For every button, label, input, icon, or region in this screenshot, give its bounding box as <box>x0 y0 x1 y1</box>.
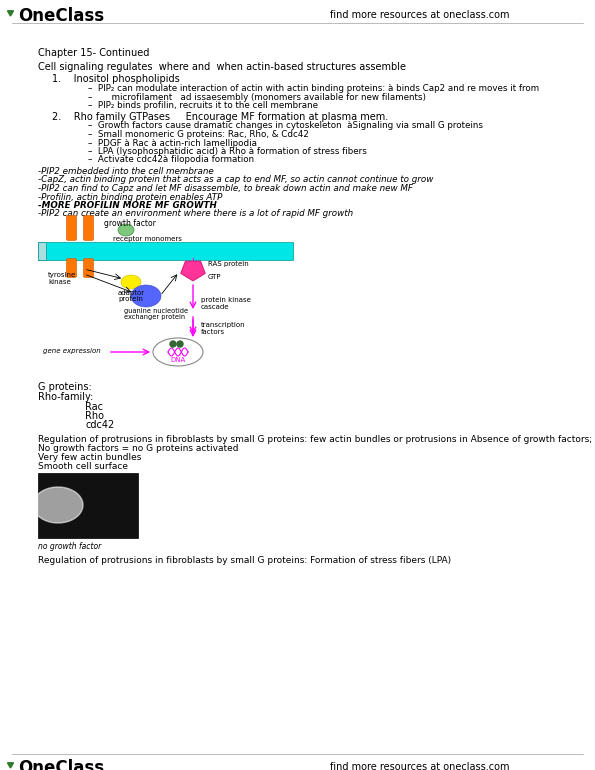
Circle shape <box>170 341 176 347</box>
Text: -PIP2 can create an environment where there is a lot of rapid MF growth: -PIP2 can create an environment where th… <box>38 209 353 219</box>
Text: Regulation of protrusions in fibroblasts by small G proteins: Formation of stres: Regulation of protrusions in fibroblasts… <box>38 556 451 565</box>
Text: -Profilin, actin binding protein enables ATP: -Profilin, actin binding protein enables… <box>38 192 223 202</box>
Bar <box>38 473 138 538</box>
FancyBboxPatch shape <box>67 259 77 277</box>
Text: Cell signaling regulates  where and  when actin-based structures assemble: Cell signaling regulates where and when … <box>38 62 406 72</box>
Ellipse shape <box>131 285 161 307</box>
Text: protein kinase: protein kinase <box>201 297 251 303</box>
Polygon shape <box>181 261 205 281</box>
Ellipse shape <box>118 224 134 236</box>
Text: –  Small monomeric G proteins: Rac, Rho, & Cdc42: – Small monomeric G proteins: Rac, Rho, … <box>88 130 309 139</box>
Text: exchanger protein: exchanger protein <box>124 314 185 320</box>
Text: tyrosine: tyrosine <box>48 272 76 278</box>
Text: DNA: DNA <box>170 357 185 363</box>
Text: Rac: Rac <box>85 402 103 412</box>
Polygon shape <box>33 487 83 523</box>
Text: Rho-family:: Rho-family: <box>38 392 93 402</box>
Text: adaptor: adaptor <box>118 290 145 296</box>
Text: cdc42: cdc42 <box>85 420 114 430</box>
FancyBboxPatch shape <box>67 216 77 240</box>
Text: transcription: transcription <box>201 322 246 328</box>
Text: guanine nucleotide: guanine nucleotide <box>124 308 188 314</box>
Text: -PIP2 can find to Capz and let MF disassemble, to break down actin and make new : -PIP2 can find to Capz and let MF disass… <box>38 184 413 193</box>
Text: 2.    Rho family GTPases     Encourage MF formation at plasma mem.: 2. Rho family GTPases Encourage MF forma… <box>52 112 389 122</box>
FancyBboxPatch shape <box>83 259 93 277</box>
Text: -MORE PROFILIN MORE MF GROWTH: -MORE PROFILIN MORE MF GROWTH <box>38 201 217 210</box>
Text: –  Activate cdc42à filopodia formation: – Activate cdc42à filopodia formation <box>88 156 254 165</box>
Text: growth factor: growth factor <box>104 219 156 228</box>
Ellipse shape <box>153 338 203 366</box>
Text: OneClass: OneClass <box>18 759 104 770</box>
Text: –  PDGF à Rac à actin-rich lamellipodia: – PDGF à Rac à actin-rich lamellipodia <box>88 139 257 148</box>
Text: –  PIP₂ binds profilin, recruits it to the cell membrane: – PIP₂ binds profilin, recruits it to th… <box>88 101 318 110</box>
Text: protein: protein <box>118 296 143 302</box>
FancyBboxPatch shape <box>83 216 93 240</box>
Text: cascade: cascade <box>201 304 230 310</box>
Text: Chapter 15- Continued: Chapter 15- Continued <box>38 48 149 58</box>
Text: -PIP2 embedded into the cell membrane: -PIP2 embedded into the cell membrane <box>38 167 214 176</box>
Text: gene expression: gene expression <box>43 348 101 354</box>
Circle shape <box>177 341 183 347</box>
Text: RAS protein: RAS protein <box>208 261 249 267</box>
Text: –  LPA (lysophosphatidic acid) à Rho à formation of stress fibers: – LPA (lysophosphatidic acid) à Rho à fo… <box>88 147 367 156</box>
Bar <box>38 242 46 260</box>
Text: 1.    Inositol phospholipids: 1. Inositol phospholipids <box>52 74 180 84</box>
Text: Rho: Rho <box>85 411 104 421</box>
Text: Smooth cell surface: Smooth cell surface <box>38 462 128 471</box>
Text: G proteins:: G proteins: <box>38 382 92 392</box>
Text: GTP: GTP <box>208 274 221 280</box>
Text: GDP: GDP <box>184 266 199 271</box>
Text: –  PIP₂ can modulate interaction of actin with actin binding proteins: à binds C: – PIP₂ can modulate interaction of actin… <box>88 84 539 93</box>
Text: OneClass: OneClass <box>18 7 104 25</box>
Text: –       microfilament   ad issaesembly (monomers available for new filaments): – microfilament ad issaesembly (monomers… <box>88 92 426 102</box>
Text: find more resources at oneclass.com: find more resources at oneclass.com <box>330 762 509 770</box>
Ellipse shape <box>121 275 141 289</box>
Text: factors: factors <box>201 329 225 335</box>
Text: Regulation of protrusions in fibroblasts by small G proteins: few actin bundles : Regulation of protrusions in fibroblasts… <box>38 435 592 444</box>
Bar <box>38 242 293 260</box>
Text: –  Growth factors cause dramatic changes in cytoskeleton  àSignaling via small G: – Growth factors cause dramatic changes … <box>88 122 483 130</box>
Text: Very few actin bundles: Very few actin bundles <box>38 453 142 462</box>
Text: No growth factors = no G proteins activated: No growth factors = no G proteins activa… <box>38 444 239 453</box>
Text: -CapZ, actin binding protein that acts as a cap to end MF, so actin cannot conti: -CapZ, actin binding protein that acts a… <box>38 176 433 185</box>
Text: receptor monomers: receptor monomers <box>113 236 182 242</box>
Text: find more resources at oneclass.com: find more resources at oneclass.com <box>330 10 509 20</box>
Text: no growth factor: no growth factor <box>38 542 101 551</box>
Text: kinase: kinase <box>48 279 71 285</box>
